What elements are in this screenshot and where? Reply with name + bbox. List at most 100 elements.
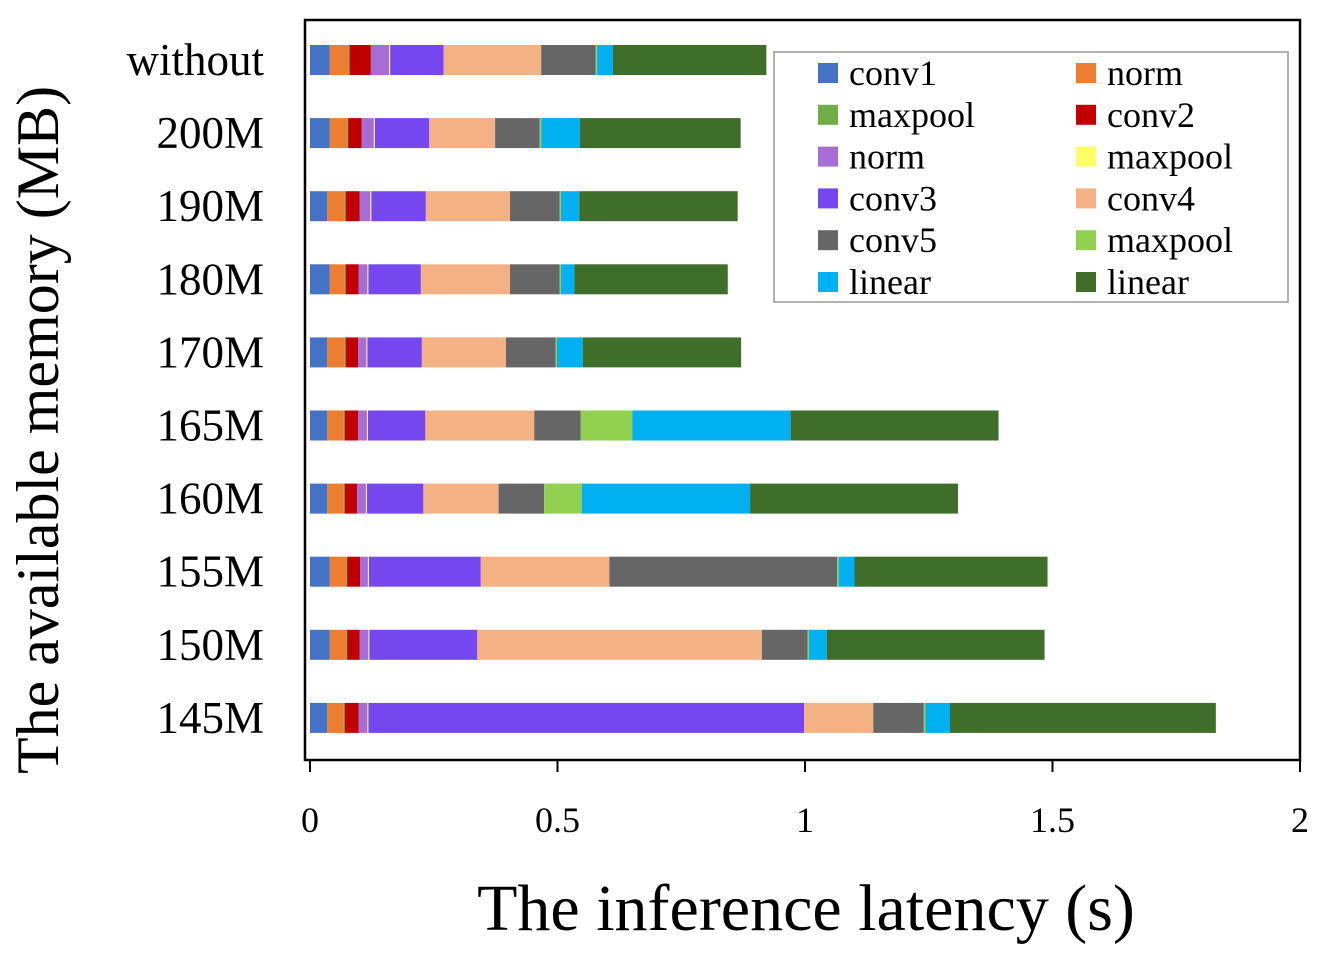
bar-without-conv4-7 bbox=[443, 45, 542, 75]
bar-without-conv2-3 bbox=[349, 45, 371, 75]
category-label-200M: 200M bbox=[156, 108, 264, 158]
legend-swatch-norm-4 bbox=[818, 146, 838, 167]
bar-150M-norm-1 bbox=[329, 629, 347, 660]
bar-160M-maxpool-5 bbox=[365, 483, 367, 514]
bar-170M-maxpool-5 bbox=[366, 337, 368, 368]
bar-155M-norm-4 bbox=[360, 556, 368, 587]
bar-145M-norm-1 bbox=[327, 702, 344, 733]
legend-label-norm-1: norm bbox=[1107, 53, 1183, 93]
bar-190M-norm-4 bbox=[359, 191, 371, 222]
bar-145M-norm-4 bbox=[358, 702, 368, 733]
bar-190M-maxpool-2 bbox=[344, 191, 346, 222]
bar-155M-maxpool-2 bbox=[346, 556, 348, 587]
bar-165M-maxpool-5 bbox=[366, 410, 368, 441]
bar-without-linear-11 bbox=[612, 45, 767, 75]
bar-145M-maxpool-2 bbox=[343, 702, 345, 733]
bar-180M-linear-11 bbox=[574, 264, 728, 295]
legend-label-conv3-6: conv3 bbox=[849, 178, 937, 218]
bar-200M-conv4-7 bbox=[429, 118, 496, 149]
legend-swatch-conv3-6 bbox=[818, 188, 838, 209]
bar-150M-maxpool-2 bbox=[346, 629, 348, 660]
bar-160M-conv3-6 bbox=[366, 483, 424, 514]
bar-165M-conv3-6 bbox=[367, 410, 426, 441]
legend-label-maxpool-2: maxpool bbox=[849, 95, 975, 135]
bar-155M-conv5-8 bbox=[609, 556, 838, 587]
bar-190M-conv4-7 bbox=[425, 191, 510, 222]
bar-180M-conv2-3 bbox=[345, 264, 359, 295]
bar-145M-linear-10 bbox=[925, 702, 951, 733]
category-label-155M: 155M bbox=[156, 547, 264, 597]
bar-180M-maxpool-2 bbox=[344, 264, 346, 295]
bar-160M-conv4-7 bbox=[423, 483, 499, 514]
x-tick-label-0: 0 bbox=[301, 800, 319, 840]
bar-160M-conv1-0 bbox=[310, 483, 328, 514]
bar-165M-linear-10 bbox=[632, 410, 791, 441]
bar-170M-norm-1 bbox=[327, 337, 345, 368]
bar-155M-conv4-7 bbox=[480, 556, 610, 587]
category-label-without: without bbox=[126, 35, 264, 85]
legend-swatch-linear-10 bbox=[818, 272, 838, 292]
category-label-170M: 170M bbox=[156, 327, 264, 377]
y-axis-category-labels: without 200M 190M 180M 170M 165M 160M 155M 150M 1… bbox=[126, 35, 264, 743]
x-tick-label-4: 2 bbox=[1291, 800, 1309, 840]
legend-label-linear-11: linear bbox=[1107, 262, 1189, 302]
bar-150M-conv3-6 bbox=[369, 629, 478, 660]
bar-170M-linear-10 bbox=[557, 337, 583, 368]
bar-180M-conv4-7 bbox=[420, 264, 510, 295]
bar-180M-conv5-8 bbox=[509, 264, 560, 295]
bar-150M-maxpool-5 bbox=[368, 629, 370, 660]
bar-145M-conv3-6 bbox=[368, 702, 805, 733]
bar-160M-maxpool-2 bbox=[343, 483, 345, 514]
bar-155M-conv2-3 bbox=[347, 556, 360, 587]
bar-190M-norm-1 bbox=[327, 191, 345, 222]
bar-190M-conv2-3 bbox=[345, 191, 360, 222]
legend-swatch-conv5-8 bbox=[818, 230, 838, 251]
bar-145M-conv5-8 bbox=[873, 702, 924, 733]
bar-155M-maxpool-9 bbox=[837, 556, 839, 587]
bar-145M-maxpool-5 bbox=[367, 702, 369, 733]
legend-swatch-maxpool-2 bbox=[818, 104, 838, 125]
bar-170M-conv5-8 bbox=[506, 337, 556, 368]
bar-165M-maxpool-2 bbox=[343, 410, 345, 441]
bar-165M-linear-11 bbox=[790, 410, 999, 441]
x-axis-ticks: 0 0.5 1 1.5 2 bbox=[301, 760, 1309, 840]
bar-145M-maxpool-9 bbox=[923, 702, 926, 733]
bar-without-conv1-0 bbox=[310, 45, 330, 75]
bar-145M-conv4-7 bbox=[804, 702, 874, 733]
bar-155M-norm-1 bbox=[329, 556, 347, 587]
bar-without-maxpool-5 bbox=[389, 45, 391, 75]
bar-165M-conv2-3 bbox=[344, 410, 359, 441]
y-axis-title: The available memory (MB) bbox=[5, 86, 71, 774]
bar-155M-maxpool-5 bbox=[367, 556, 369, 587]
category-label-180M: 180M bbox=[156, 254, 264, 304]
bar-150M-conv2-3 bbox=[347, 629, 360, 660]
bar-170M-maxpool-9 bbox=[555, 337, 558, 368]
bar-without-maxpool-9 bbox=[595, 45, 598, 75]
x-axis-title: The inference latency (s) bbox=[477, 872, 1135, 945]
bar-150M-conv5-8 bbox=[761, 629, 808, 660]
bar-without-norm-1 bbox=[329, 45, 349, 75]
bar-155M-linear-11 bbox=[854, 556, 1048, 587]
bar-160M-maxpool-9 bbox=[544, 483, 582, 514]
bar-145M-linear-11 bbox=[950, 702, 1216, 733]
legend-swatch-conv4-7 bbox=[1076, 188, 1096, 209]
legend-swatch-linear-11 bbox=[1076, 272, 1096, 292]
legend-label-conv1-0: conv1 bbox=[849, 53, 937, 93]
bar-without-conv3-6 bbox=[390, 45, 444, 75]
bar-165M-norm-1 bbox=[327, 410, 344, 441]
legend-label-maxpool-9: maxpool bbox=[1107, 220, 1233, 260]
bar-180M-norm-1 bbox=[329, 264, 345, 295]
bar-190M-maxpool-9 bbox=[559, 191, 561, 222]
legend-swatch-conv2-3 bbox=[1076, 104, 1096, 125]
bar-180M-maxpool-5 bbox=[367, 264, 369, 295]
legend-swatch-maxpool-9 bbox=[1076, 230, 1096, 251]
bar-200M-maxpool-5 bbox=[373, 118, 375, 149]
bar-160M-norm-4 bbox=[357, 483, 366, 514]
bar-160M-norm-1 bbox=[327, 483, 344, 514]
legend-swatch-conv1-0 bbox=[818, 63, 838, 83]
legend-label-conv2-3: conv2 bbox=[1107, 95, 1195, 135]
x-tick-label-1: 0.5 bbox=[535, 800, 580, 840]
